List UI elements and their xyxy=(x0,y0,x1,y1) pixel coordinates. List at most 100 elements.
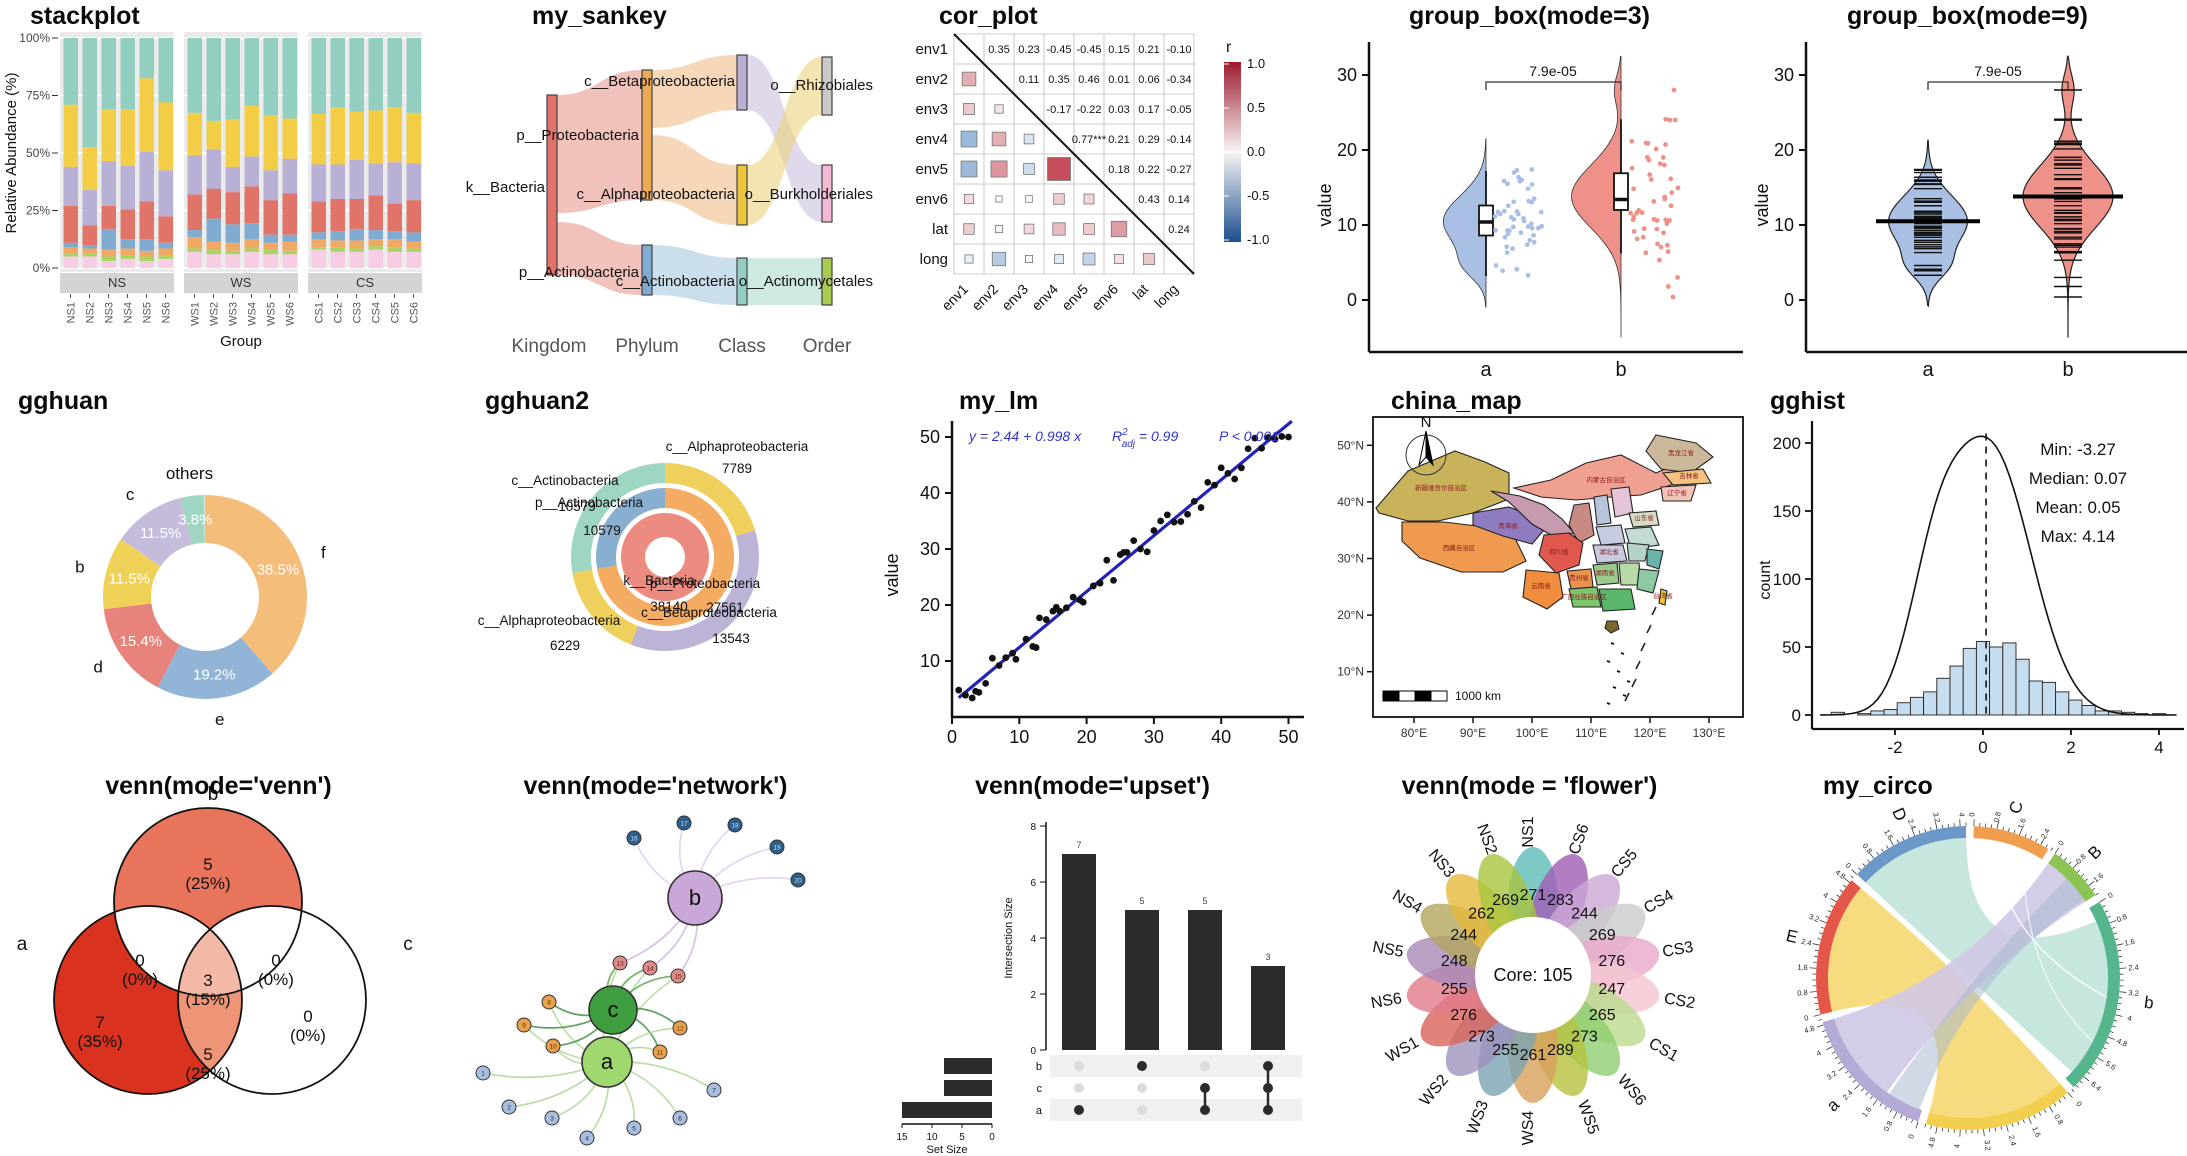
scalebar-box xyxy=(1398,690,1416,702)
sector-label: b xyxy=(2143,993,2155,1013)
sector-tick xyxy=(2063,1096,2066,1100)
stack-bar-segment xyxy=(120,255,135,259)
sample-tick-label: CS3 xyxy=(352,302,364,323)
thin-link xyxy=(1994,840,2107,998)
sector-tick xyxy=(2022,1119,2025,1124)
sector-tick xyxy=(1848,1075,1852,1079)
legend-tick: -1.0 xyxy=(1247,232,1269,247)
jitter-point xyxy=(1535,225,1541,231)
province-label: 黑龙江省 xyxy=(1668,448,1695,457)
leaf-node xyxy=(544,1110,560,1126)
correlation-square xyxy=(990,160,1008,178)
petal-label: WS4 xyxy=(1520,1111,1537,1146)
correlation-value: 0.29 xyxy=(1138,134,1159,146)
petal-value: 273 xyxy=(1571,1028,1598,1045)
sector-tick-label: 4 xyxy=(1952,1144,1961,1149)
stack-bar-segment xyxy=(244,239,259,249)
sample-tick-label: NS5 xyxy=(142,302,154,323)
stack-bar-segment xyxy=(330,231,345,241)
stack-bar-segment xyxy=(387,247,402,252)
sector-tick xyxy=(1820,926,1825,929)
ring-label: 7789 xyxy=(722,461,752,476)
jitter-point xyxy=(1529,167,1535,172)
sector-tick xyxy=(1814,949,1819,952)
panel-title: venn(mode='network') xyxy=(523,772,788,800)
stack-bar-segment xyxy=(406,251,421,268)
x-tick-label: 40 xyxy=(1211,727,1231,747)
stack-bar-segment xyxy=(282,38,297,119)
sample-tick-label: WS5 xyxy=(266,302,278,326)
slice-percent-label: 38.5% xyxy=(257,561,300,578)
leaf-node xyxy=(790,872,806,888)
stack-bar-segment xyxy=(244,223,259,240)
sector-tick xyxy=(1935,1126,1938,1134)
scatter-point xyxy=(1197,504,1205,511)
jitter-point xyxy=(1517,178,1523,184)
stack-bar-segment xyxy=(263,170,278,201)
x-tick-label: 80°E xyxy=(1401,726,1427,740)
sector-tick xyxy=(2035,838,2038,843)
matrix-row-label: a xyxy=(1036,1105,1043,1117)
jitter-point xyxy=(1668,176,1674,182)
island-mark xyxy=(1610,642,1615,645)
sector-tick xyxy=(1826,1041,1830,1044)
density-curve xyxy=(1820,435,2177,716)
stack-bar-segment xyxy=(63,242,78,248)
sector-tick xyxy=(1893,1112,1898,1119)
sector-tick xyxy=(2045,844,2049,848)
sample-tick-label: WS2 xyxy=(209,302,221,326)
sector-tick-label: 0.8 xyxy=(2074,852,2088,866)
jitter-point xyxy=(1640,234,1646,240)
matrix-dot xyxy=(1137,1083,1147,1093)
province-shape xyxy=(1626,542,1650,562)
scatter-point xyxy=(1170,518,1178,526)
jitter-point xyxy=(1631,214,1637,220)
sector-tick xyxy=(2050,847,2054,851)
sector-tick xyxy=(2107,1036,2115,1040)
stack-bar-segment xyxy=(187,251,202,268)
sector-tick xyxy=(1918,830,1921,834)
stack-bar-segment xyxy=(406,241,421,249)
histogram-bar xyxy=(1870,710,1885,716)
province-shape xyxy=(1628,510,1660,528)
jitter-point xyxy=(1644,154,1650,160)
panel-gghuan: gghuan 38.5% f 19.2% e 15.4% d 11.5% b 11.5% c 3.8… xyxy=(0,385,437,770)
sector-tick xyxy=(1830,904,1834,908)
scatter-point xyxy=(1258,444,1265,452)
sector-tick xyxy=(1844,1070,1849,1074)
scatter-point xyxy=(1012,655,1020,663)
province-shape xyxy=(1522,569,1564,610)
sample-tick-label: WS4 xyxy=(247,302,259,326)
ring-label: p__Actinobacteria xyxy=(535,495,644,510)
stack-bar-segment xyxy=(368,249,383,268)
correlation-square xyxy=(963,223,975,235)
sample-tick-label: NS2 xyxy=(85,302,97,323)
stack-bar-segment xyxy=(263,254,278,268)
stack-bar-segment xyxy=(206,241,221,250)
sankey-axis-label: Kingdom xyxy=(512,336,587,357)
sankey-flow xyxy=(747,258,822,305)
sector-tick xyxy=(1901,836,1905,841)
sector-tick xyxy=(1889,839,1894,846)
sector-tick xyxy=(1819,919,1827,924)
sector-tick xyxy=(1813,1014,1821,1017)
stack-bar-segment xyxy=(158,255,173,259)
province-shape xyxy=(1568,586,1602,608)
panel-title: group_box(mode=9) xyxy=(1847,2,2088,30)
ring-label: c__Alphaproteobacteria xyxy=(666,439,809,454)
sector-tick xyxy=(1865,1092,1869,1096)
stat-label: Mean: 0.05 xyxy=(2035,498,2120,517)
y-tick-label: 50% xyxy=(26,146,50,160)
leaf-node xyxy=(706,1082,722,1098)
sector-tick xyxy=(1996,821,1999,829)
histogram-bar xyxy=(1936,677,1951,716)
correlation-value: 0.18 xyxy=(1108,164,1129,176)
ring-segment xyxy=(630,530,759,651)
correlation-square xyxy=(1110,220,1128,238)
sector-tick xyxy=(2116,943,2124,946)
sector-tick-label: 0.8 xyxy=(1861,842,1875,856)
jitter-point xyxy=(1525,272,1531,278)
histogram-bar xyxy=(2041,681,2057,716)
region-percent: (35%) xyxy=(77,1032,122,1051)
sankey-flow xyxy=(652,245,737,305)
